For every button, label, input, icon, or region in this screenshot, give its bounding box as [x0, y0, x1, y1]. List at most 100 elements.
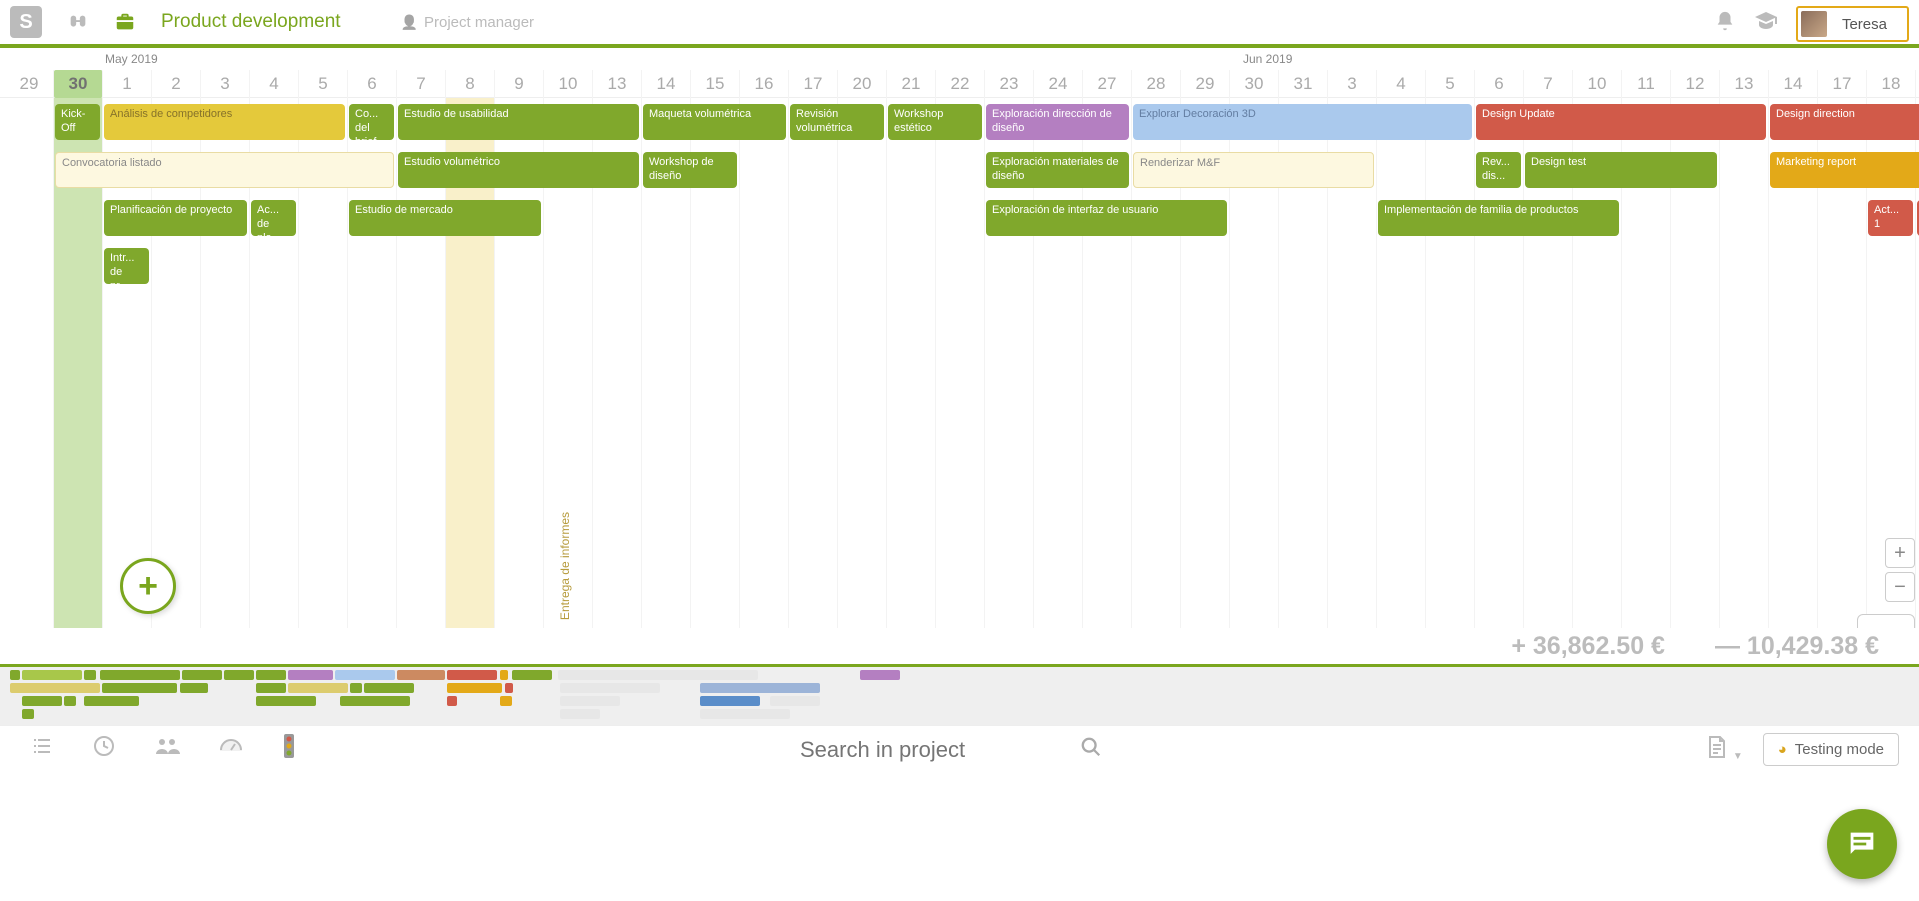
zoom-controls: + − [1885, 538, 1915, 602]
minimap-segment [770, 696, 820, 706]
day-cell[interactable]: 30 [54, 70, 103, 98]
dashboard-icon[interactable] [218, 734, 244, 765]
day-cell[interactable]: 24 [1034, 70, 1083, 98]
day-cell[interactable]: 20 [838, 70, 887, 98]
zoom-out-button[interactable]: − [1885, 572, 1915, 602]
day-cell[interactable]: 22 [936, 70, 985, 98]
day-cell[interactable]: 13 [1720, 70, 1769, 98]
day-cell[interactable]: 21 [887, 70, 936, 98]
user-menu[interactable]: Teresa [1796, 6, 1909, 42]
avatar [1801, 11, 1827, 37]
day-cell[interactable]: 2 [152, 70, 201, 98]
gantt-task[interactable]: Marketing report [1770, 152, 1919, 188]
minimap-segment [256, 670, 286, 680]
day-cell[interactable]: 17 [1818, 70, 1867, 98]
day-cell[interactable]: 7 [1524, 70, 1573, 98]
day-cell[interactable]: 8 [446, 70, 495, 98]
day-cell[interactable]: 3 [201, 70, 250, 98]
gantt-task[interactable]: Intr... de pr... [104, 248, 149, 284]
day-cell[interactable]: 17 [789, 70, 838, 98]
gantt-task[interactable]: Estudio volumétrico [398, 152, 639, 188]
gantt-task[interactable]: Exploración dirección de diseño [986, 104, 1129, 140]
clock-icon[interactable] [92, 734, 116, 765]
header: S Product development Project manager Te… [0, 0, 1919, 44]
month-header: May 2019 Jun 2019 [0, 48, 1919, 70]
month-label: May 2019 [105, 52, 158, 66]
day-cell[interactable]: 16 [740, 70, 789, 98]
traffic-light-icon[interactable] [282, 733, 296, 766]
team-icon[interactable] [154, 734, 180, 765]
search-input[interactable] [800, 737, 1060, 763]
day-cell[interactable]: 31 [1279, 70, 1328, 98]
day-cell[interactable]: 13 [593, 70, 642, 98]
view-mode-button[interactable]: GANTT [1857, 614, 1915, 628]
day-cell[interactable]: 3 [1328, 70, 1377, 98]
chat-button[interactable] [1827, 809, 1897, 879]
day-cell[interactable]: 15 [691, 70, 740, 98]
day-cell[interactable]: 9 [495, 70, 544, 98]
day-cell[interactable]: 7 [397, 70, 446, 98]
gantt-task[interactable]: Ac... de pla... [251, 200, 296, 236]
zoom-in-button[interactable]: + [1885, 538, 1915, 568]
gantt-task[interactable]: Estudio de mercado [349, 200, 541, 236]
day-cell[interactable]: 14 [1769, 70, 1818, 98]
gantt-task[interactable]: Exploración de interfaz de usuario [986, 200, 1227, 236]
day-cell[interactable]: 1 [103, 70, 152, 98]
gantt-task[interactable]: Renderizar M&F [1133, 152, 1374, 188]
day-cell[interactable]: 5 [1426, 70, 1475, 98]
day-cell[interactable]: 10 [544, 70, 593, 98]
day-cell[interactable]: 12 [1671, 70, 1720, 98]
day-cell[interactable]: 11 [1622, 70, 1671, 98]
gantt-task[interactable]: Revisión volumétrica [790, 104, 884, 140]
gantt-task[interactable]: Exploración materiales de diseño [986, 152, 1129, 188]
minimap-segment [700, 709, 790, 719]
day-cell[interactable]: 23 [985, 70, 1034, 98]
timeline-minimap[interactable] [0, 667, 1919, 725]
gantt-task[interactable]: Co... del brief [349, 104, 394, 140]
totals-bar: 36,862.50 € 10,429.38 € [0, 628, 1919, 664]
bell-icon[interactable] [1714, 10, 1736, 38]
binoculars-icon[interactable] [62, 6, 94, 38]
search-icon[interactable] [1080, 736, 1102, 764]
briefcase-icon[interactable] [109, 6, 141, 38]
day-cell[interactable]: 14 [642, 70, 691, 98]
day-cell[interactable]: 6 [348, 70, 397, 98]
gantt-task[interactable]: Design direction [1770, 104, 1919, 140]
gantt-task[interactable]: Design Update [1476, 104, 1766, 140]
minimap-segment [560, 709, 600, 719]
day-cell[interactable]: 29 [1181, 70, 1230, 98]
gantt-task[interactable]: Maqueta volumétrica [643, 104, 786, 140]
gantt-task[interactable]: Rev... dis... [1476, 152, 1521, 188]
day-cell[interactable]: 29 [5, 70, 54, 98]
day-cell[interactable]: 28 [1132, 70, 1181, 98]
day-cell[interactable]: 27 [1083, 70, 1132, 98]
testing-mode-button[interactable]: Testing mode [1763, 733, 1899, 766]
minimap-segment [560, 683, 660, 693]
day-cell[interactable]: 5 [299, 70, 348, 98]
gantt-task[interactable]: Workshop de diseño [643, 152, 737, 188]
gantt-task[interactable]: Estudio de usabilidad [398, 104, 639, 140]
minimap-segment [447, 683, 502, 693]
gantt-task[interactable]: Planificación de proyecto [104, 200, 247, 236]
gantt-task[interactable]: Design test [1525, 152, 1717, 188]
app-logo[interactable]: S [10, 6, 42, 38]
document-icon[interactable]: ▼ [1707, 735, 1743, 765]
minimap-segment [256, 683, 286, 693]
gantt-task[interactable]: Act... 1 [1868, 200, 1913, 236]
gantt-task[interactable]: Convocatoria listado [55, 152, 394, 188]
day-cell[interactable]: 18 [1867, 70, 1916, 98]
gantt-task[interactable]: Explorar Decoración 3D [1133, 104, 1472, 140]
gantt-chart[interactable]: Entrega de informes + − GANTT Online Kic… [0, 98, 1919, 628]
graduation-icon[interactable] [1754, 11, 1778, 37]
gantt-task[interactable]: Kick-Off [55, 104, 100, 140]
day-cell[interactable]: 4 [250, 70, 299, 98]
gantt-task[interactable]: Implementación de familia de productos [1378, 200, 1619, 236]
day-cell[interactable]: 10 [1573, 70, 1622, 98]
day-cell[interactable]: 4 [1377, 70, 1426, 98]
day-cell[interactable]: 30 [1230, 70, 1279, 98]
list-icon[interactable] [30, 734, 54, 765]
gantt-task[interactable]: Workshop estético [888, 104, 982, 140]
add-task-button[interactable] [120, 558, 176, 614]
day-cell[interactable]: 6 [1475, 70, 1524, 98]
gantt-task[interactable]: Análisis de competidores [104, 104, 345, 140]
